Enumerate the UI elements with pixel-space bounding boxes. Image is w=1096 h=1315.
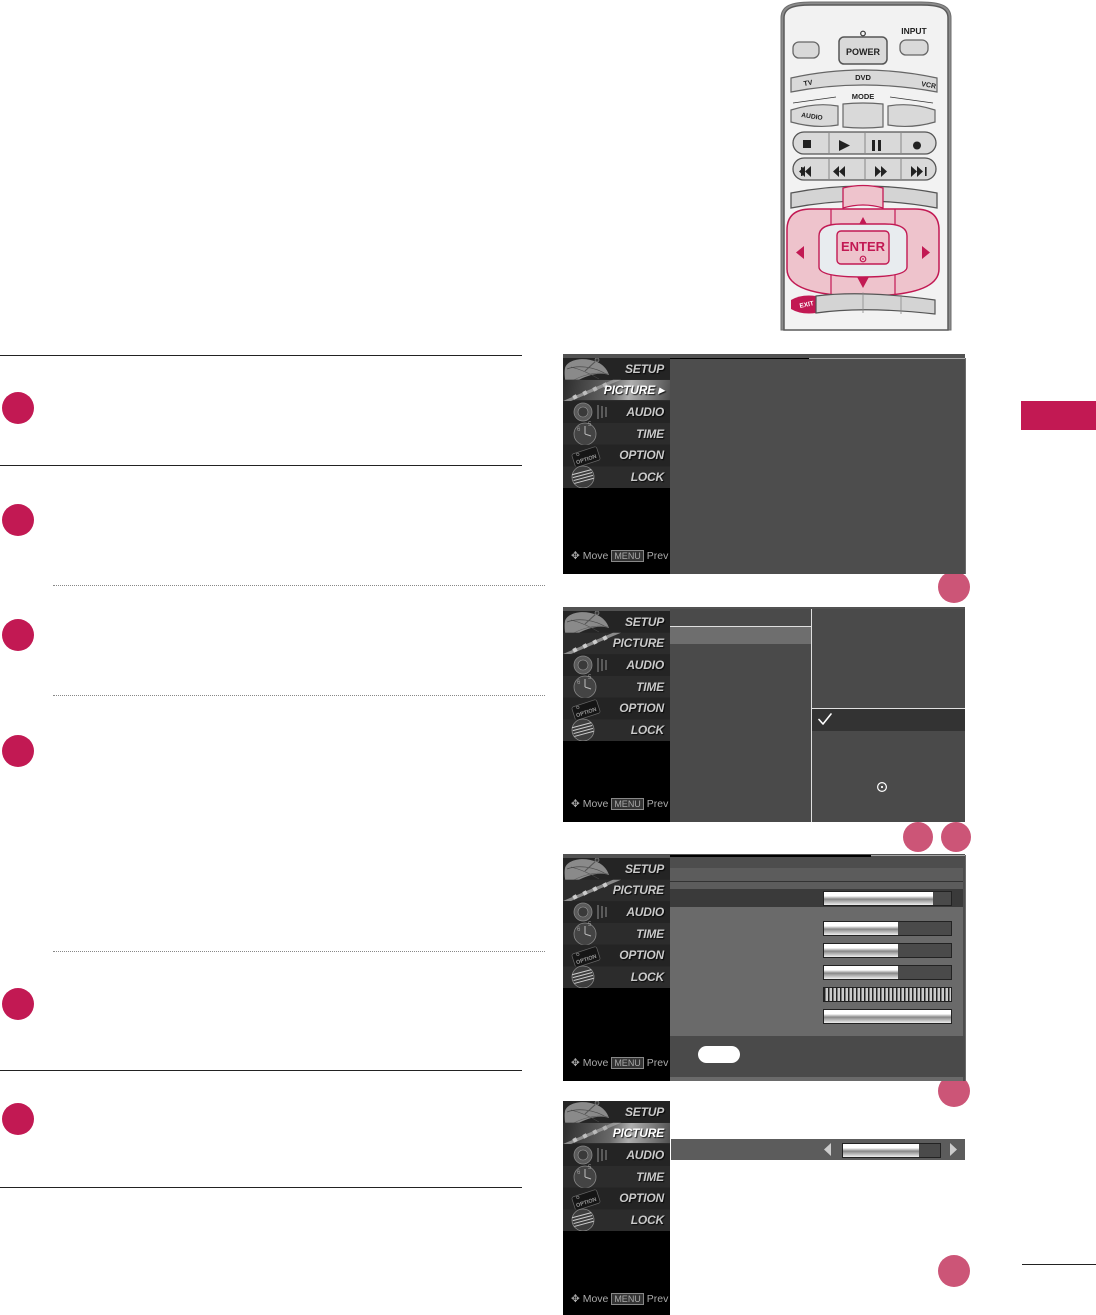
svg-text:POWER: POWER: [846, 47, 881, 57]
svg-text:MODE: MODE: [852, 92, 875, 101]
svg-text:ENTER: ENTER: [841, 239, 886, 254]
svg-text:INPUT: INPUT: [901, 26, 927, 36]
svg-text:DVD: DVD: [855, 73, 871, 82]
